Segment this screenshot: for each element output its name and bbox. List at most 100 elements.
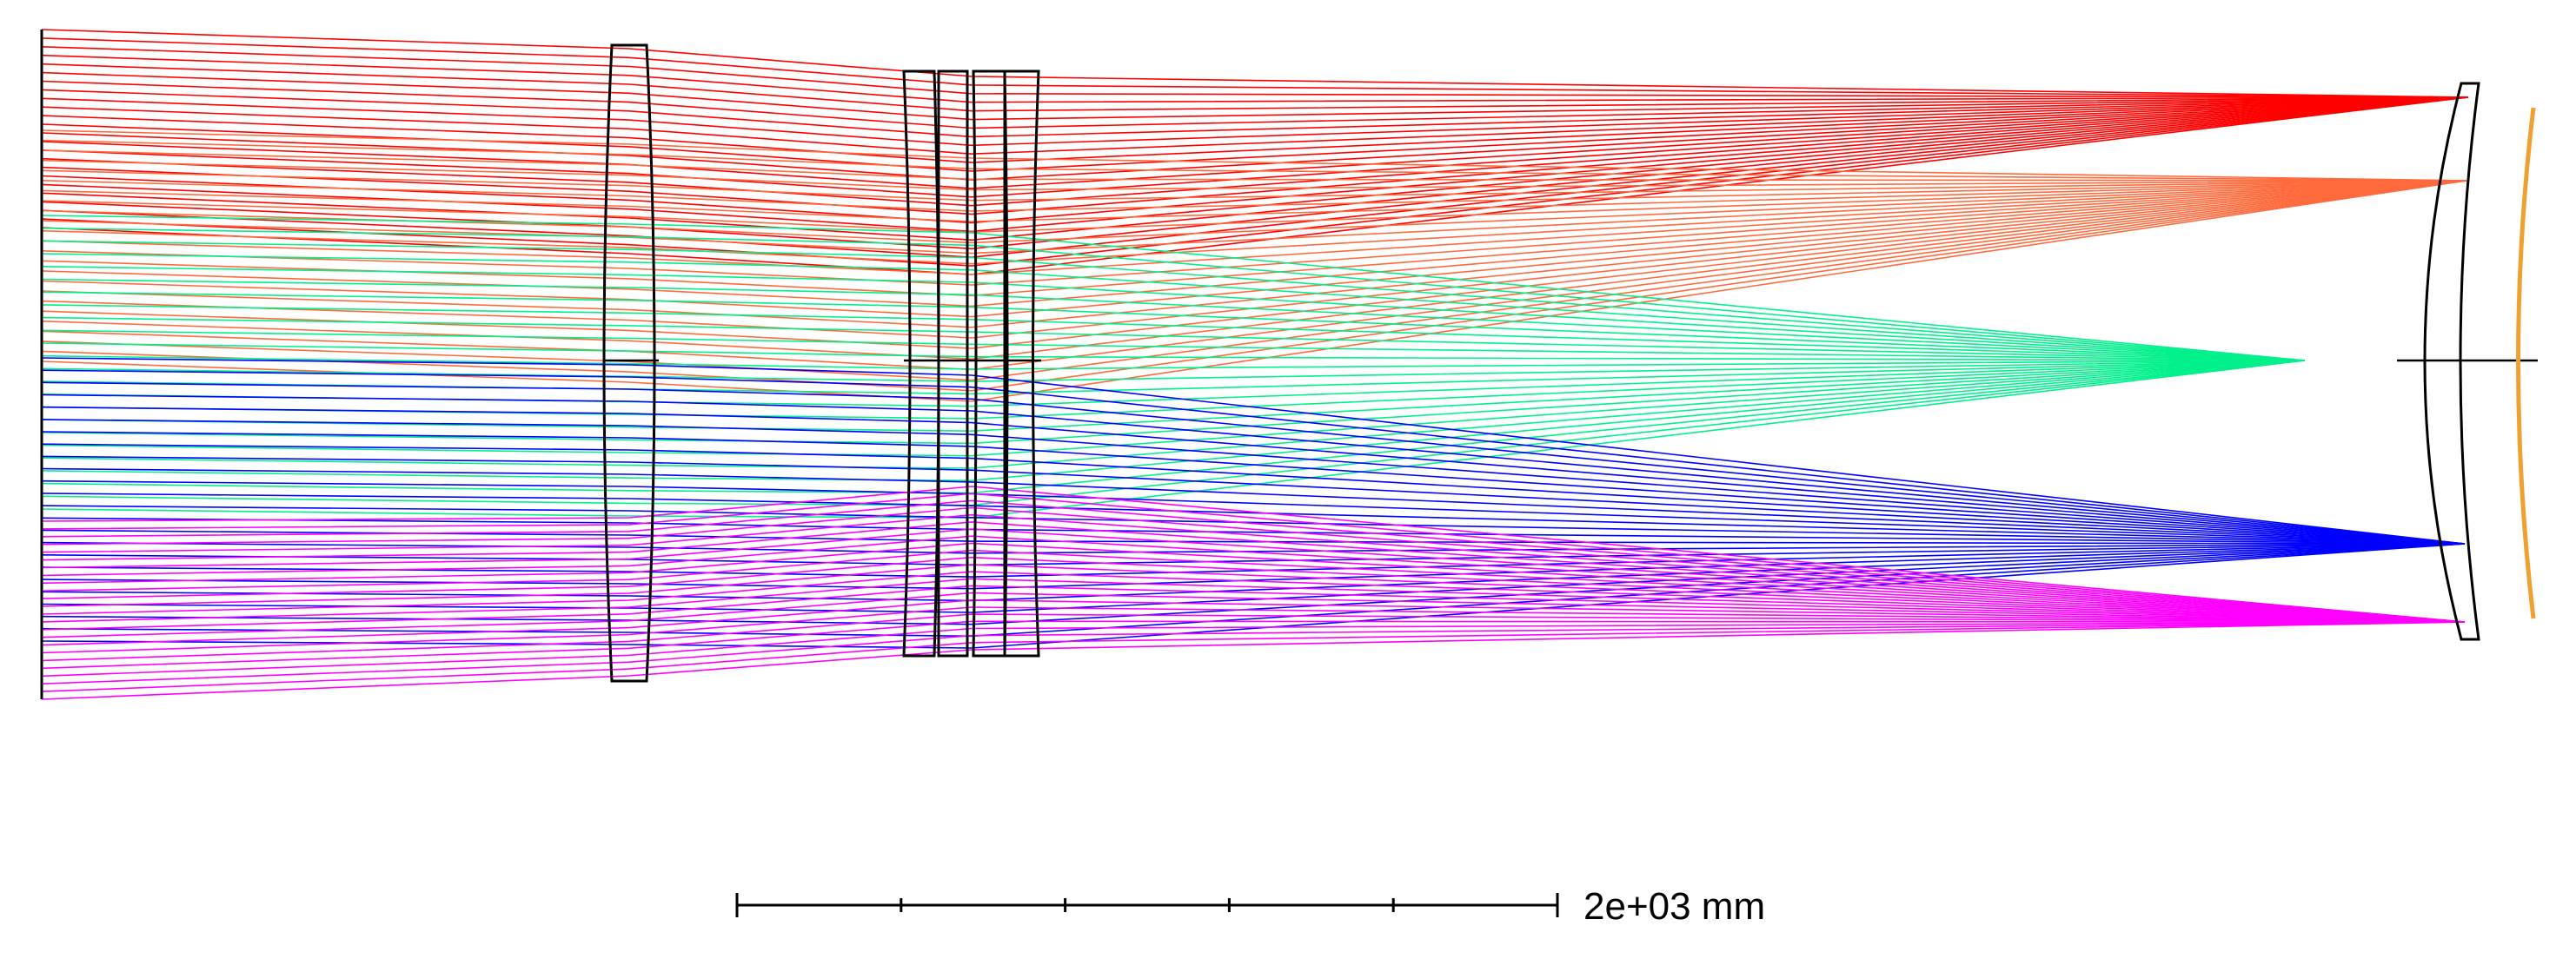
ray	[41, 96, 2469, 259]
ray	[41, 180, 2467, 244]
ray	[41, 180, 2467, 318]
ray	[41, 369, 2466, 545]
ray	[41, 556, 2466, 623]
ray	[41, 543, 2466, 578]
ray	[41, 96, 2469, 172]
ray	[41, 592, 2466, 638]
ray	[41, 543, 2466, 625]
ray	[41, 486, 2466, 623]
ray	[41, 543, 2466, 613]
ray	[41, 613, 2466, 662]
ray	[41, 96, 2469, 215]
ray-fans	[41, 29, 2469, 700]
ray	[41, 571, 2466, 623]
ray	[41, 278, 2306, 361]
ray	[41, 215, 2306, 361]
ray	[41, 54, 2469, 103]
ray	[41, 357, 2466, 545]
ray	[41, 96, 2469, 181]
ray	[41, 394, 2466, 545]
scale-bar	[735, 893, 1559, 917]
ray	[41, 621, 2466, 700]
ray	[41, 406, 2466, 545]
ray	[41, 180, 2467, 349]
field-5-rays	[41, 486, 2466, 700]
ray	[41, 71, 2469, 121]
ray	[41, 360, 2306, 382]
ray	[41, 549, 2466, 623]
ray	[41, 329, 2306, 361]
ray	[41, 621, 2466, 678]
ray	[41, 541, 2466, 554]
ray	[41, 96, 2469, 207]
ray	[41, 291, 2306, 361]
ray	[41, 96, 2469, 233]
ray	[41, 253, 2306, 361]
field-4-rays	[41, 357, 2466, 649]
lens-3	[937, 69, 969, 658]
ray	[41, 360, 2306, 519]
ray	[41, 180, 2467, 286]
ray	[41, 180, 2467, 297]
ray	[41, 360, 2306, 469]
ray	[41, 505, 2466, 545]
ray	[41, 180, 2467, 360]
ray	[41, 529, 2466, 545]
ray	[41, 443, 2466, 545]
ray	[41, 564, 2466, 623]
ray	[41, 419, 2466, 545]
ray	[41, 240, 2306, 361]
ray	[41, 493, 2466, 623]
ray	[41, 499, 2466, 623]
ray	[41, 180, 2467, 328]
detector	[2516, 107, 2536, 619]
ray	[41, 621, 2466, 692]
ray	[41, 360, 2306, 482]
ray	[41, 535, 2466, 623]
ray	[41, 80, 2469, 129]
ray	[41, 180, 2467, 265]
ray	[41, 381, 2466, 545]
ray	[41, 29, 2469, 98]
ray	[41, 342, 2306, 361]
ray	[41, 37, 2469, 98]
ray	[41, 606, 2466, 654]
ray	[41, 360, 2306, 494]
ray	[41, 169, 2467, 202]
ray	[41, 360, 2306, 433]
ray	[41, 480, 2466, 545]
field-1-rays	[41, 29, 2469, 275]
ray	[41, 180, 2467, 222]
ray	[41, 517, 2466, 545]
field-2-rays	[41, 129, 2467, 402]
ray	[41, 180, 2467, 371]
ray	[41, 180, 2467, 308]
ray	[41, 542, 2466, 623]
ray	[41, 599, 2466, 646]
ray	[41, 180, 2467, 381]
lens-1	[602, 43, 656, 683]
ray	[41, 528, 2466, 623]
ray	[41, 266, 2306, 361]
ray	[41, 360, 2306, 506]
ray	[41, 96, 2469, 155]
ray	[41, 578, 2466, 623]
ray	[41, 96, 2469, 189]
ray	[41, 543, 2466, 649]
ray	[41, 89, 2469, 138]
ray	[41, 620, 2466, 670]
ray	[41, 149, 2467, 182]
ray	[41, 455, 2466, 545]
ray	[41, 180, 2467, 212]
ray	[41, 63, 2469, 112]
scale-bar-label: 2e+03 mm	[1583, 885, 1765, 928]
ray	[41, 304, 2306, 361]
field-lens	[2423, 82, 2480, 641]
ray	[41, 316, 2306, 361]
ray	[41, 227, 2306, 361]
ray	[41, 96, 2469, 147]
ray	[41, 467, 2466, 545]
ray	[41, 621, 2466, 685]
